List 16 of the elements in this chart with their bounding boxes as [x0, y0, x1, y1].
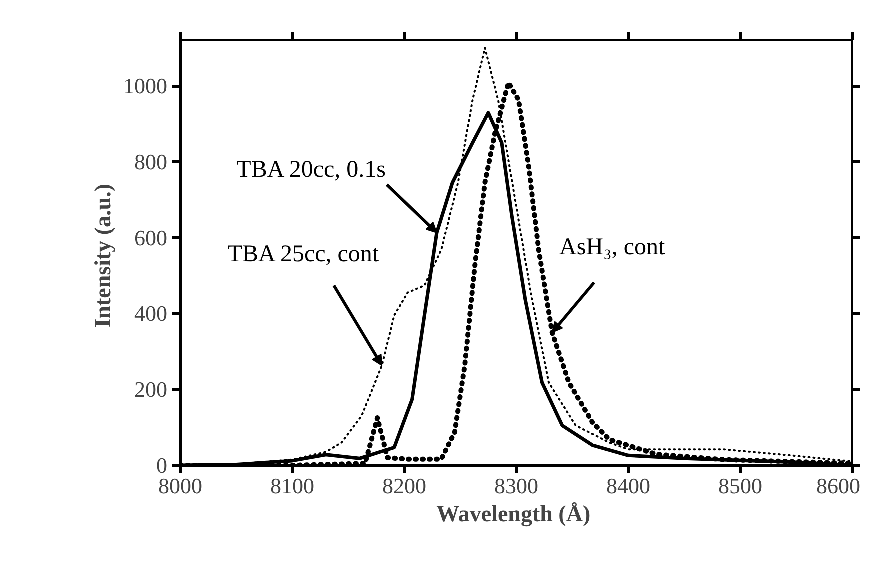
- y-axis-title: Intensity (a.u.): [90, 184, 116, 328]
- series-label: TBA 25cc, cont: [228, 242, 380, 268]
- x-tick-label: 8600: [816, 474, 860, 498]
- x-tick-label: 8200: [382, 474, 426, 498]
- y-tick-label: 200: [134, 377, 168, 402]
- x-tick-label: 8500: [718, 474, 762, 498]
- y-tick-label: 600: [134, 225, 168, 250]
- x-tick-label: 8400: [606, 474, 650, 498]
- x-tick-label: 8300: [494, 474, 538, 498]
- series-label: AsH₃, cont: [559, 234, 666, 261]
- x-tick-label: 8100: [270, 474, 314, 498]
- text: TBA 20cc, 0.1s: [236, 156, 386, 183]
- y-tick-label: 800: [134, 149, 168, 174]
- y-tick-label: 1000: [124, 74, 168, 99]
- y-tick-label: 400: [134, 301, 168, 326]
- x-axis-title: Wavelength (Å): [436, 502, 591, 528]
